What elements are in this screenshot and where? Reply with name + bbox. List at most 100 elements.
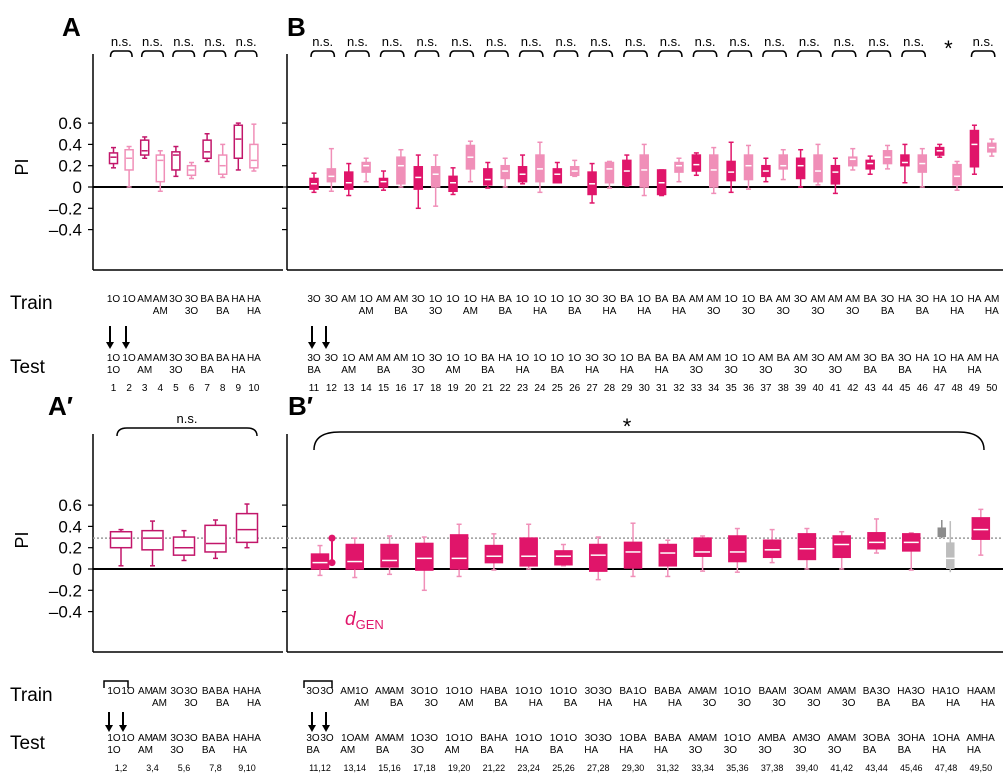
box — [622, 159, 632, 186]
x-tick-label: 16 — [395, 383, 407, 394]
train-label-bottom-line: 3O — [184, 698, 198, 709]
box-plot-B-22 — [500, 157, 510, 188]
test-label-top-line: 1O — [411, 733, 425, 744]
box — [867, 532, 886, 550]
box-plot-B-44 — [882, 144, 893, 170]
x-tick-label: 40 — [812, 383, 824, 394]
test-label-top-line: HA — [247, 353, 261, 364]
significance-label: n.s. — [204, 34, 225, 49]
box-plot-B-28 — [604, 160, 615, 189]
significance-bracket — [140, 50, 165, 58]
train-label-top-line: BA — [863, 294, 877, 305]
train-label-top-line: BA — [668, 686, 682, 697]
train-label-bottom-line: BA — [912, 698, 926, 709]
box-plot-A2-5 — [235, 503, 259, 549]
x-tick-label: 3,4 — [146, 763, 159, 773]
test-label-top-line: 1O — [932, 733, 946, 744]
train-label-top-line: 3O — [794, 294, 808, 305]
box — [204, 524, 227, 553]
x-tick-label: 31 — [656, 383, 668, 394]
significance-bracket — [109, 50, 133, 58]
box-plot-B-35 — [726, 141, 736, 194]
significance-bracket — [692, 50, 718, 58]
box-plot-B2-20 — [971, 508, 991, 556]
box — [484, 544, 504, 564]
train-label-top-line: 3O — [184, 686, 198, 697]
test-label-top-line: HA — [233, 733, 247, 744]
train-label-top-line: HA — [932, 686, 946, 697]
x-tick-label: 46 — [917, 383, 929, 394]
box-plot-B-31 — [656, 169, 667, 197]
test-label-bottom-line: BA — [863, 745, 877, 756]
x-tick-label: 43 — [865, 383, 877, 394]
test-label-top-line: AM — [354, 733, 369, 744]
test-label-top-line: 3O — [425, 733, 439, 744]
train-label-bottom-line: 3O — [703, 698, 717, 709]
significance-label: n.s. — [521, 34, 542, 49]
significance-label: * — [944, 36, 953, 61]
box — [554, 550, 573, 566]
box-plot-B2-12 — [693, 535, 712, 572]
box — [141, 529, 164, 551]
train-label-top-line: AM — [980, 686, 995, 697]
test-label-bottom-line: HA — [654, 745, 668, 756]
significance-label: n.s. — [382, 34, 403, 49]
x-tick-label: 33,34 — [691, 763, 714, 773]
test-label-top-line: AM — [792, 733, 807, 744]
significance-bracket — [414, 50, 440, 58]
train-label-top-line: 1O — [464, 294, 478, 305]
box — [449, 534, 469, 570]
x-tick-label: 15 — [378, 383, 390, 394]
box-plot-A-5 — [171, 145, 181, 178]
box — [139, 139, 150, 156]
x-tick-label: 3 — [142, 383, 148, 394]
x-tick-label: 18 — [430, 383, 442, 394]
significance-label: n.s. — [625, 34, 646, 49]
box — [832, 535, 851, 559]
train-label-bottom-line: 3O — [842, 698, 856, 709]
test-label-bottom-line: BA — [551, 365, 565, 376]
box — [249, 143, 259, 169]
train-label-top-line: HA — [933, 294, 947, 305]
x-tick-label: 37,38 — [761, 763, 784, 773]
train-label-bottom-line: BA — [916, 306, 930, 317]
train-label-top-line: BA — [619, 686, 633, 697]
box-plot-B-33 — [691, 152, 702, 177]
box-plot-A-6 — [186, 161, 197, 180]
y-tick-label: 0.2 — [58, 157, 82, 176]
significance-bracket — [172, 50, 196, 58]
x-tick-label: 5 — [173, 383, 179, 394]
train-label-top-line: 3O — [916, 294, 930, 305]
box-plot-B2-10 — [623, 522, 643, 578]
significance-label: n.s. — [660, 34, 681, 49]
box — [674, 161, 684, 173]
test-label-bottom-line: 1O — [107, 365, 121, 376]
test-label-top-line: 3O — [807, 733, 821, 744]
test-label-top-line: 1O — [445, 733, 459, 744]
test-label-bottom-line: HA — [933, 365, 947, 376]
y-tick-label: 0.6 — [58, 114, 82, 133]
panel-label-b-prime: B′ — [288, 391, 313, 421]
significance-label: n.s. — [868, 34, 889, 49]
train-label-bottom-line: 3O — [707, 306, 721, 317]
x-tick-label: 10 — [248, 383, 260, 394]
train-label-top-line: HA — [233, 686, 247, 697]
test-label-top-line: 3O — [898, 353, 912, 364]
box — [396, 156, 406, 185]
test-label-top-line: 3O — [169, 353, 183, 364]
test-label-top-line: AM — [137, 353, 152, 364]
test-label-top-line: 1O — [459, 733, 473, 744]
x-tick-label: 37 — [760, 383, 772, 394]
train-label-top-line: 3O — [585, 686, 599, 697]
train-label-bottom-line: BA — [568, 306, 582, 317]
test-label-top-line: 3O — [306, 733, 320, 744]
train-label-top-line: 3O — [599, 686, 613, 697]
test-label-top-line: AM — [138, 733, 153, 744]
test-label-top-line: BA — [638, 353, 652, 364]
test-label-top-line: AM — [841, 733, 856, 744]
test-label-top-line: AM — [376, 353, 391, 364]
train-label-top-line: 1O — [359, 294, 373, 305]
train-label-bottom: Train — [10, 685, 53, 706]
x-tick-label: 39,40 — [796, 763, 819, 773]
box — [658, 543, 678, 567]
